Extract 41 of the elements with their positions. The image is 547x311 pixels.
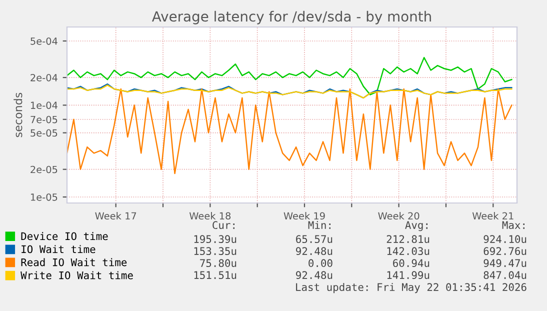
y-tick-label: 7e-05 [30, 116, 58, 124]
y-tick-label: 5e-04 [30, 37, 58, 45]
x-tick-label: Week 20 [378, 212, 420, 220]
text: 949.47u [484, 259, 526, 268]
y-tick-label: 1e-04 [30, 102, 58, 109]
chart-title: Average latency for /dev/sda - by month [152, 10, 431, 24]
y-tick-label: 5e-05 [30, 129, 58, 137]
y-tick-label: 2e-04 [30, 74, 58, 82]
text: 692.76u [484, 247, 526, 256]
y-tick-label: 1e-05 [30, 193, 58, 201]
text: 60.94u [393, 259, 430, 268]
text: 847.04u [484, 271, 526, 280]
legend-label: Read IO Wait time [21, 258, 127, 266]
text: 212.81u [386, 235, 430, 244]
legend-label: Device IO time [21, 232, 108, 240]
x-tick-label: Week 18 [189, 212, 231, 220]
text: 151.51u [194, 271, 236, 280]
text: 92.48u [296, 271, 332, 280]
text: 153.35u [194, 247, 236, 256]
legend-label: Write IO Wait time [20, 271, 133, 280]
text: 195.39u [194, 235, 236, 244]
text: Min: [308, 220, 330, 229]
text: Cur: [212, 221, 234, 230]
y-axis-title: seconds [14, 92, 22, 138]
text: 924.10u [484, 235, 526, 244]
text: 65.57u [296, 235, 332, 244]
text: 0.00 [308, 259, 332, 268]
line-series [67, 56, 512, 96]
text: Max: [502, 221, 524, 230]
text: Last update: Fri May 22 01:35:41 2026 [296, 282, 526, 294]
text: Avg: [405, 221, 428, 232]
line-series [67, 88, 512, 174]
text: 75.80u [200, 259, 236, 268]
x-tick-label: Week 21 [472, 212, 514, 220]
text: 142.03u [387, 247, 430, 256]
text: 141.99u [387, 271, 430, 280]
x-tick-label: Week 19 [284, 212, 325, 220]
x-tick-label: Week 17 [95, 212, 136, 220]
legend-label: IO Wait time [22, 245, 96, 254]
y-tick-label: 2e-05 [30, 166, 58, 174]
text: 92.48u [296, 247, 332, 256]
